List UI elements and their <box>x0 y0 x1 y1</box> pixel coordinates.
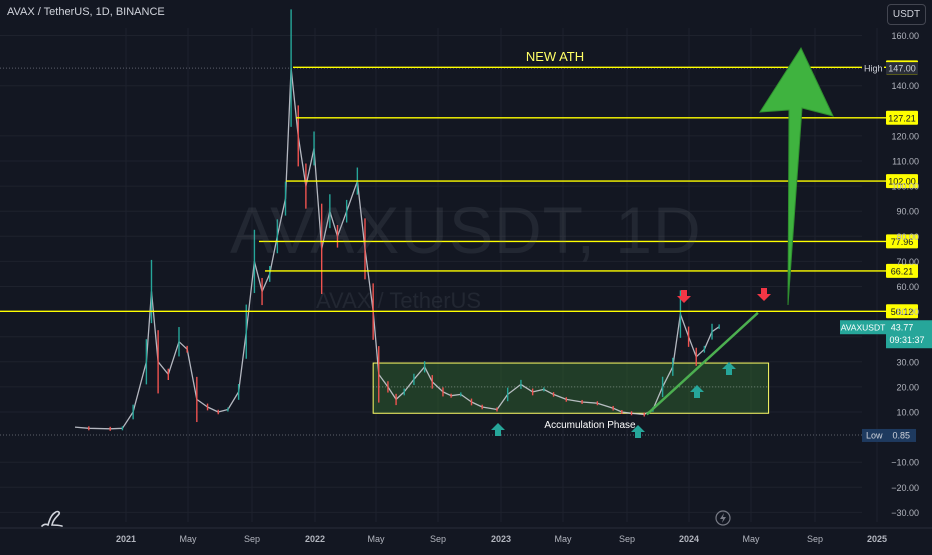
symbol-title[interactable]: AVAX / TetherUS, 1D, BINANCE <box>7 6 165 18</box>
support-trendline <box>645 311 759 416</box>
x-tick-label: 2025 <box>867 534 887 544</box>
y-tick-label: 120.00 <box>891 131 919 141</box>
y-tick-label: 90.00 <box>896 207 919 217</box>
x-tick-label: Sep <box>244 534 260 544</box>
level-price-label: 50.12 <box>891 307 914 317</box>
level-price-label: 102.00 <box>888 177 916 187</box>
level-price-label: 66.21 <box>891 266 914 276</box>
level-price-tag <box>886 263 918 278</box>
y-tick-label: 50.00 <box>896 307 919 317</box>
down-arrow-icon <box>677 290 691 303</box>
y-tick-label: 20.00 <box>896 382 919 392</box>
x-tick-label: 2021 <box>116 534 136 544</box>
x-tick-label: May <box>742 534 760 544</box>
x-tick-label: Sep <box>619 534 635 544</box>
x-tick-label: Sep <box>430 534 446 544</box>
currency-button[interactable]: USDT <box>887 4 926 25</box>
level-price-tag <box>886 304 918 319</box>
last-price-countdown: 09:31:37 <box>889 335 924 345</box>
ath-annotation: NEW ATH <box>526 49 584 64</box>
level-price-label: 127.21 <box>888 113 916 123</box>
y-tick-label: 160.00 <box>891 31 919 41</box>
last-price-bg <box>886 320 932 349</box>
up-arrow-icon <box>722 362 736 375</box>
y-tick-label: 100.00 <box>891 182 919 192</box>
up-arrow-icon <box>690 385 704 398</box>
y-tick-label: 30.00 <box>896 357 919 367</box>
tradingview-logo-icon[interactable] <box>40 508 64 528</box>
y-tick-label: 110.00 <box>892 157 919 167</box>
x-tick-label: May <box>179 534 197 544</box>
level-price-tag <box>886 234 918 249</box>
down-arrow-icon <box>757 288 771 301</box>
last-price-value: 43.77 <box>891 323 914 333</box>
high-value: 147.00 <box>888 64 916 74</box>
low-label: Low <box>866 430 883 440</box>
y-tick-label: 80.00 <box>896 232 919 242</box>
low-label-bg <box>862 428 916 442</box>
watermark-pair: AVAX / TetherUS <box>316 288 482 313</box>
watermark-symbol: AVAXUSDT, 1D <box>230 193 702 267</box>
y-tick-label: −30.00 <box>891 508 919 518</box>
x-tick-label: Sep <box>807 534 823 544</box>
x-tick-label: 2024 <box>679 534 699 544</box>
high-label-bg <box>862 62 884 75</box>
lightning-clock-icon[interactable] <box>715 510 731 526</box>
low-value: 0.85 <box>892 430 910 440</box>
high-value-bg <box>886 62 918 75</box>
y-tick-label: 60.00 <box>896 282 919 292</box>
y-tick-label: −20.00 <box>891 483 919 493</box>
x-tick-label: May <box>554 534 572 544</box>
y-tick-label: −10.00 <box>891 458 919 468</box>
x-tick-label: 2023 <box>491 534 511 544</box>
x-tick-label: May <box>367 534 385 544</box>
symbol-tag: AVAXUSDT <box>841 323 886 333</box>
level-price-label: 77.96 <box>891 237 914 247</box>
up-arrow-icon <box>631 425 645 438</box>
symbol-tag-bg <box>840 320 886 335</box>
y-tick-label: 140.00 <box>891 81 919 91</box>
up-arrow-icon <box>491 423 505 436</box>
level-price-tag <box>886 174 918 189</box>
y-tick-label: 10.00 <box>896 408 919 418</box>
x-tick-label: 2022 <box>305 534 325 544</box>
level-price-tag <box>886 110 918 125</box>
high-label: High <box>864 64 883 74</box>
y-tick-label: 70.00 <box>896 257 919 267</box>
projection-arrow <box>759 46 834 306</box>
accumulation-annotation: Accumulation Phase <box>544 420 636 431</box>
